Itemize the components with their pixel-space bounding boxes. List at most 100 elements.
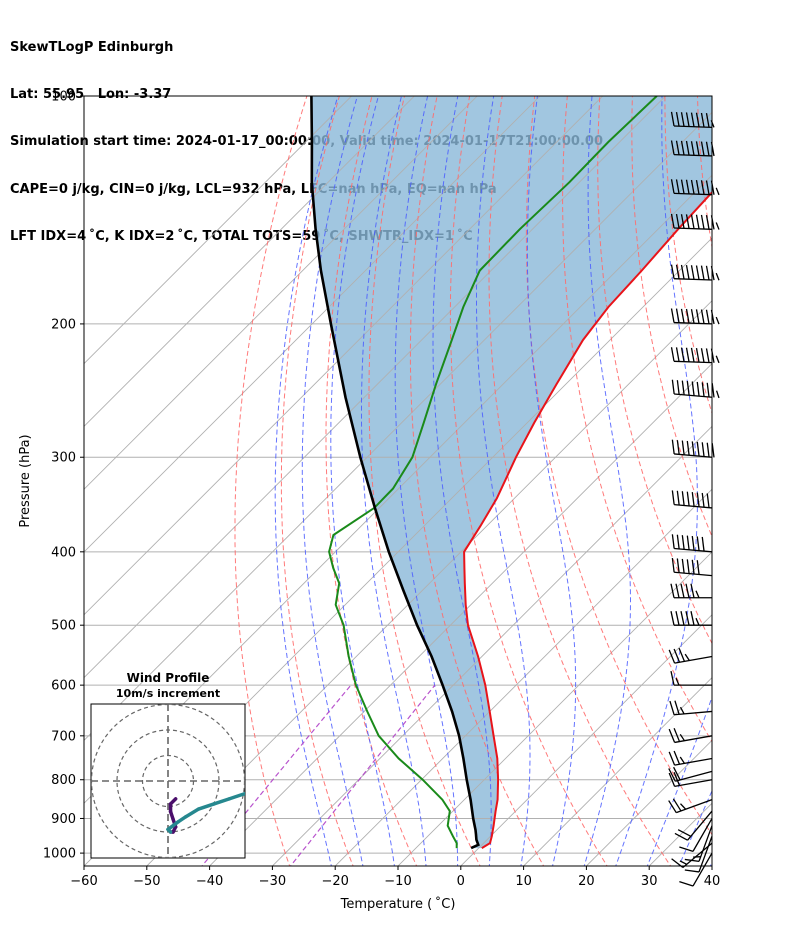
wind-barb bbox=[674, 810, 713, 841]
barb-flag bbox=[680, 179, 685, 194]
dry-adiabat bbox=[368, 96, 481, 866]
dry-adiabat bbox=[631, 96, 712, 538]
barb-flag bbox=[701, 492, 705, 508]
barb-flag bbox=[705, 180, 710, 195]
barb-flag bbox=[676, 380, 680, 395]
barb-flag bbox=[685, 179, 690, 194]
barb-flag bbox=[670, 347, 675, 362]
barb-flag bbox=[711, 443, 715, 458]
barb-flag bbox=[670, 611, 675, 626]
isotherm-line bbox=[271, 425, 712, 866]
barb-flag bbox=[675, 583, 680, 598]
isotherm-line bbox=[84, 96, 478, 490]
barb-staff bbox=[674, 360, 713, 364]
barb-staff bbox=[675, 770, 713, 782]
y-tick-label: 100 bbox=[51, 90, 76, 105]
barb-flag bbox=[691, 441, 695, 456]
wind-barb bbox=[670, 347, 720, 364]
barb-flag bbox=[690, 347, 695, 363]
barb-flag bbox=[691, 492, 695, 507]
isotherm-line bbox=[208, 362, 712, 866]
wind-barb bbox=[670, 264, 720, 281]
dry-adiabat bbox=[488, 96, 672, 866]
barb-flag bbox=[684, 858, 700, 863]
barb-flag bbox=[680, 214, 685, 229]
x-axis-label: Temperature ( ˚C) bbox=[340, 896, 456, 912]
barb-flag bbox=[675, 611, 680, 626]
barb-flag bbox=[681, 558, 685, 574]
barb-staff bbox=[674, 503, 713, 509]
hodograph-plot bbox=[91, 704, 245, 858]
moist-adiabat bbox=[476, 96, 531, 866]
barb-staff bbox=[674, 655, 713, 664]
barb-flag bbox=[695, 112, 700, 127]
barb-flag bbox=[670, 179, 675, 194]
barb-flag bbox=[715, 316, 720, 325]
barb-flag bbox=[690, 265, 695, 280]
barb-flag bbox=[681, 491, 685, 506]
barb-flag bbox=[710, 180, 715, 195]
barb-flag bbox=[690, 141, 695, 156]
barb-flag bbox=[696, 536, 700, 551]
dry-adiabat bbox=[525, 96, 712, 836]
barb-flag bbox=[671, 379, 675, 395]
barb-flag bbox=[670, 583, 675, 598]
barb-flag bbox=[715, 272, 720, 281]
barb-staff bbox=[692, 818, 713, 852]
barb-flag bbox=[684, 869, 700, 873]
barb-flag bbox=[701, 382, 705, 397]
barb-flag bbox=[691, 559, 695, 575]
barb-flag bbox=[679, 880, 694, 887]
barb-flag bbox=[685, 347, 690, 362]
barb-flag bbox=[710, 141, 715, 157]
barb-flag bbox=[673, 766, 681, 781]
barb-flag bbox=[673, 728, 681, 742]
mixing-ratio-line bbox=[201, 684, 352, 866]
wind-barb bbox=[679, 852, 713, 887]
moist-adiabat bbox=[709, 861, 712, 866]
barb-flag bbox=[680, 803, 687, 810]
y-tick-label: 800 bbox=[51, 773, 76, 788]
barb-flag bbox=[695, 265, 700, 280]
wind-barb bbox=[668, 750, 713, 766]
barb-flag bbox=[675, 111, 680, 127]
barb-flag bbox=[668, 800, 677, 814]
isotherm-line bbox=[84, 96, 604, 616]
barb-staff bbox=[674, 571, 713, 577]
barb-flag bbox=[670, 308, 675, 323]
y-tick-label: 200 bbox=[51, 317, 76, 332]
isotherm-line bbox=[397, 551, 712, 866]
barb-flag bbox=[706, 493, 710, 508]
dry-adiabat bbox=[562, 96, 712, 743]
moist-adiabat bbox=[740, 79, 794, 869]
barb-flag bbox=[680, 308, 685, 324]
barb-staff bbox=[674, 710, 713, 716]
barb-flag bbox=[690, 309, 695, 324]
barb-flag bbox=[675, 308, 680, 323]
wind-barb bbox=[684, 836, 713, 873]
isotherm-line bbox=[522, 676, 712, 866]
barb-flag bbox=[674, 700, 680, 715]
x-tick-label: 10 bbox=[515, 874, 532, 889]
x-tick-label: 30 bbox=[641, 874, 658, 889]
barb-flag bbox=[696, 381, 700, 397]
barb-staff bbox=[682, 842, 713, 869]
barb-staff bbox=[687, 810, 713, 841]
barb-flag bbox=[695, 214, 700, 229]
barb-flag bbox=[705, 348, 710, 363]
x-tick-label: 20 bbox=[578, 874, 595, 889]
barb-flag bbox=[679, 860, 688, 865]
barb-flag bbox=[706, 442, 710, 458]
moist-adiabat bbox=[526, 96, 577, 866]
barb-flag bbox=[669, 700, 675, 715]
barb-flag bbox=[679, 846, 694, 852]
barb-flag bbox=[675, 213, 680, 229]
barb-flag bbox=[700, 265, 705, 280]
barb-staff bbox=[676, 799, 713, 814]
barb-flag bbox=[670, 140, 675, 155]
wind-barb bbox=[668, 647, 713, 664]
y-tick-label: 600 bbox=[51, 679, 76, 694]
wind-barb bbox=[668, 766, 713, 782]
dry-adiabat bbox=[409, 96, 545, 866]
barb-flag bbox=[715, 222, 720, 230]
